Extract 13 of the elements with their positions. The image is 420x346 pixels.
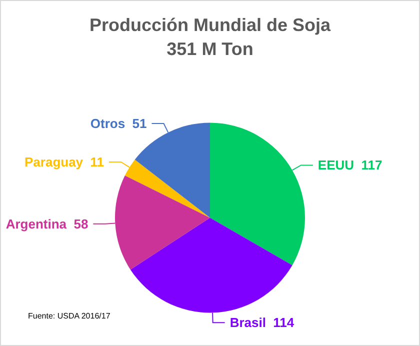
slice-label: Argentina — [6, 216, 68, 232]
slice-label: Paraguay — [24, 154, 84, 170]
data-label: 58 — [74, 216, 88, 232]
slice-label: Otros — [90, 116, 126, 131]
chart-title: Producción Mundial de Soja — [89, 15, 332, 35]
data-label: 51 — [132, 116, 147, 131]
slice-label: Brasil — [230, 315, 266, 330]
source-note: Fuente: USDA 2016/17 — [28, 312, 111, 320]
data-label: 117 — [361, 158, 382, 173]
chart-subtitle: 351 M Ton — [166, 39, 254, 59]
data-label: 114 — [273, 315, 295, 330]
data-label: 11 — [90, 154, 104, 170]
slice-label: EEUU — [318, 158, 354, 173]
